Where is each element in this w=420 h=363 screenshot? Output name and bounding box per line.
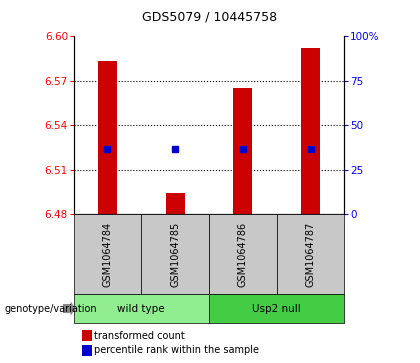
Text: GDS5079 / 10445758: GDS5079 / 10445758 (142, 11, 278, 24)
Bar (301, 48, 320, 214)
Text: GSM1064785: GSM1064785 (170, 221, 180, 287)
Text: transformed count: transformed count (94, 331, 185, 341)
Bar (165, 193, 184, 214)
Text: wild type: wild type (118, 303, 165, 314)
Bar (209, 214, 277, 294)
Text: GSM1064786: GSM1064786 (238, 221, 248, 287)
Bar (209, 294, 344, 323)
Text: percentile rank within the sample: percentile rank within the sample (94, 345, 260, 355)
Text: GSM1064784: GSM1064784 (102, 221, 113, 287)
Bar (234, 88, 252, 214)
Bar (74, 214, 141, 294)
Text: Usp2 null: Usp2 null (252, 303, 301, 314)
Text: genotype/variation: genotype/variation (4, 303, 97, 314)
Bar (98, 61, 117, 214)
Bar (277, 214, 344, 294)
Bar (74, 294, 209, 323)
Bar (141, 214, 209, 294)
Text: GSM1064787: GSM1064787 (305, 221, 315, 287)
